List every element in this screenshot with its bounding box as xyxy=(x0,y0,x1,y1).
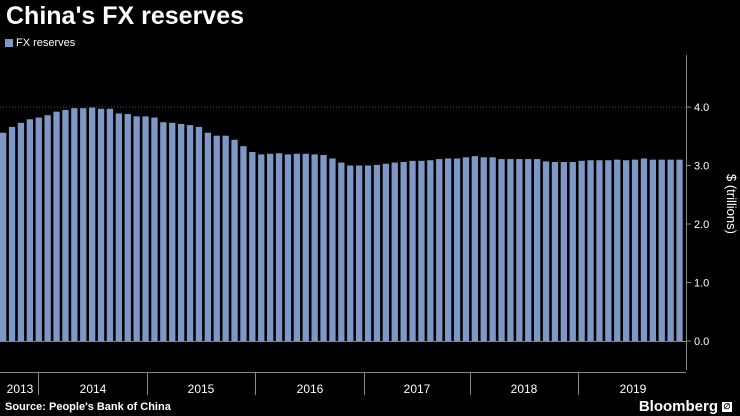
bar xyxy=(8,126,16,341)
bar xyxy=(293,153,300,341)
bar xyxy=(658,159,665,341)
y-tick-label: 0.0 xyxy=(694,336,709,348)
bar xyxy=(587,160,594,341)
x-tick-label: 2013 xyxy=(7,382,34,396)
bar xyxy=(462,157,470,341)
bar xyxy=(640,158,648,341)
bar xyxy=(445,158,452,341)
bar xyxy=(44,115,51,341)
x-tick-label: 2018 xyxy=(511,382,538,396)
bar xyxy=(17,122,25,341)
bar xyxy=(453,158,461,341)
bar xyxy=(614,159,621,341)
bar xyxy=(142,116,149,341)
bar xyxy=(400,161,407,341)
bar xyxy=(560,161,567,341)
y-tick-label: 2.0 xyxy=(694,219,709,231)
bar xyxy=(418,160,425,341)
bar xyxy=(26,119,33,341)
legend-label: FX reserves xyxy=(16,37,76,49)
y-tick-label: 4.0 xyxy=(694,102,709,114)
bar xyxy=(267,153,274,341)
bar xyxy=(382,163,389,341)
bar xyxy=(409,160,416,341)
bar xyxy=(249,152,256,341)
x-tick-label: 2017 xyxy=(404,382,431,396)
bar xyxy=(258,154,265,341)
bar xyxy=(356,165,363,341)
bar xyxy=(213,135,220,341)
bar xyxy=(534,159,541,341)
bar xyxy=(151,117,158,341)
bar xyxy=(525,159,532,341)
bar xyxy=(80,108,87,341)
bar xyxy=(97,108,105,341)
bar xyxy=(471,156,478,341)
chart-title: China's FX reserves xyxy=(6,2,245,30)
x-tick-label: 2014 xyxy=(80,382,107,396)
bar xyxy=(71,108,78,341)
bar xyxy=(338,162,345,341)
bar xyxy=(240,146,247,341)
y-tick-label: 3.0 xyxy=(694,161,709,173)
bar xyxy=(578,160,585,341)
bloomberg-mark-icon: ∅ xyxy=(722,402,732,412)
source-note: Source: People's Bank of China xyxy=(5,401,171,413)
bar xyxy=(364,165,372,341)
bar xyxy=(186,125,194,341)
bar xyxy=(329,158,336,341)
bar xyxy=(427,160,434,341)
legend-swatch xyxy=(5,39,13,47)
bar xyxy=(178,123,185,341)
bar xyxy=(373,164,381,341)
bar xyxy=(436,159,443,341)
bar xyxy=(0,132,7,341)
bar xyxy=(569,161,576,341)
bar xyxy=(480,157,487,341)
bar xyxy=(195,126,203,341)
bar xyxy=(676,159,683,341)
bar xyxy=(284,154,292,341)
bar xyxy=(133,116,140,341)
y-tick-label: 1.0 xyxy=(694,278,709,290)
x-tick-label: 2016 xyxy=(297,382,324,396)
bar xyxy=(231,139,238,341)
bar xyxy=(605,160,612,341)
bar xyxy=(115,113,122,341)
bar xyxy=(498,159,505,341)
bar xyxy=(89,107,96,341)
bar xyxy=(649,159,656,341)
y-axis-label: $ (trillions) xyxy=(724,174,739,234)
chart-legend: FX reserves xyxy=(5,37,75,49)
bar xyxy=(275,153,283,341)
bar xyxy=(35,117,42,341)
bar xyxy=(516,159,523,341)
bar xyxy=(551,161,559,341)
bar xyxy=(311,154,318,341)
bar xyxy=(222,135,229,341)
bar xyxy=(62,109,69,341)
bar xyxy=(667,159,674,341)
bar xyxy=(507,159,514,341)
bar xyxy=(106,108,114,341)
bar xyxy=(542,161,550,341)
bar xyxy=(623,160,630,341)
bar xyxy=(489,157,496,341)
bar xyxy=(302,153,309,341)
x-tick-label: 2015 xyxy=(188,382,215,396)
bar xyxy=(204,132,211,341)
bar xyxy=(631,159,639,341)
bar xyxy=(391,162,398,341)
bar xyxy=(53,111,60,342)
bar xyxy=(596,160,603,341)
bar xyxy=(320,154,327,341)
bar xyxy=(160,122,167,342)
bar xyxy=(169,122,176,341)
bar xyxy=(124,114,131,342)
bloomberg-logo: Bloomberg xyxy=(638,398,718,415)
x-tick-label: 2019 xyxy=(620,382,647,396)
bar xyxy=(347,165,354,341)
